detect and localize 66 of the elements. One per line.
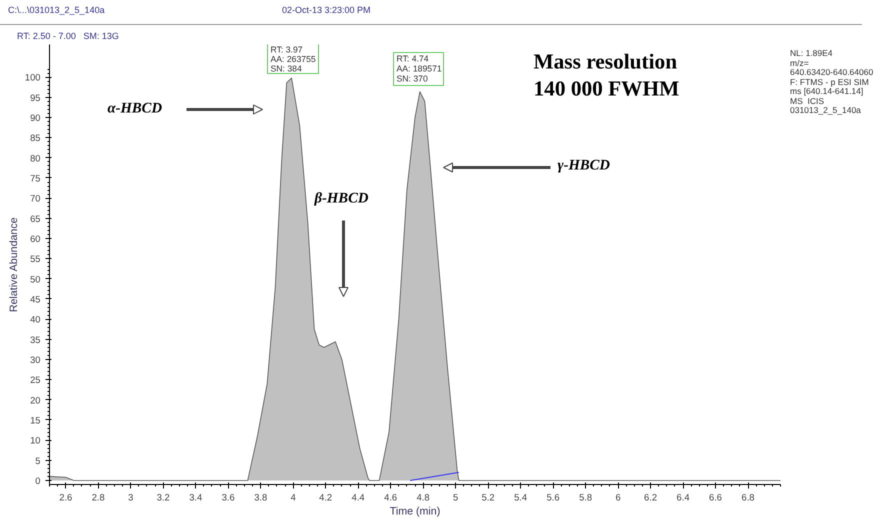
- annotation: 140 000 FWHM: [534, 76, 680, 100]
- text: F: FTMS - p ESI SIM: [790, 76, 869, 87]
- text: NL: 1.89E4: [790, 47, 833, 60]
- y-tick-label: 40: [30, 314, 41, 325]
- x-tick-label: 3: [128, 492, 134, 502]
- x-tick-label: 6: [615, 492, 621, 502]
- y-tick-label: 70: [30, 194, 41, 204]
- y-tick-label: 20: [30, 395, 41, 406]
- x-tick-label: 2.6: [59, 492, 72, 502]
- y-tick-label: 35: [30, 334, 41, 345]
- annotation: AA: 189571: [396, 64, 442, 74]
- y-tick-label: 55: [30, 254, 41, 264]
- y-tick-label: 5: [35, 456, 41, 466]
- y-tick-label: 80: [30, 153, 41, 164]
- y-tick-label: 75: [30, 173, 41, 184]
- annotation: γ-HBCD: [558, 158, 610, 174]
- x-tick-label: 6.4: [676, 492, 690, 502]
- x-tick-label: 4.2: [319, 492, 332, 502]
- annotation: SN: 370: [396, 74, 428, 84]
- x-tick-label: 6.2: [644, 492, 658, 502]
- x-tick-label: 3.4: [189, 492, 202, 502]
- x-tick-label: 3.6: [222, 492, 235, 502]
- y-tick-label: 95: [30, 92, 41, 103]
- annotation: Mass resolution: [534, 50, 678, 74]
- y-tick-label: 100: [24, 72, 41, 83]
- x-tick-label: 5.6: [546, 492, 560, 502]
- x-tick-label: 5.2: [482, 492, 495, 502]
- x-tick-label: 6.6: [709, 492, 722, 502]
- annotation: RT: 3.97: [270, 44, 303, 54]
- x-tick-label: 5: [453, 492, 458, 502]
- y-tick-label: 45: [30, 294, 41, 304]
- x-tick-label: 4.8: [416, 492, 430, 502]
- text: C:\...\031013_2_5_140a: [8, 4, 105, 17]
- annotation: RT: 4.74: [396, 54, 429, 64]
- y-tick-label: 25: [30, 375, 41, 386]
- x-tick-label: 6.8: [742, 492, 754, 502]
- text: ms [640.14-641.14]: [790, 86, 864, 98]
- text: MS ICIS: [790, 96, 824, 107]
- text: RT: 2.50 - 7.00 SM: 13G: [17, 30, 119, 43]
- y-axis-title: Relative Abundance: [8, 217, 20, 312]
- x-tick-label: 4.6: [384, 492, 398, 502]
- annotation: SN: 384: [270, 64, 302, 74]
- annotation: β-HBCD: [314, 190, 369, 206]
- x-tick-label: 5.8: [579, 492, 592, 502]
- x-tick-label: 4.4: [352, 492, 365, 502]
- y-tick-label: 85: [30, 133, 41, 144]
- x-tick-label: 3.8: [254, 492, 268, 502]
- text: 640.63420-640.64060: [790, 66, 874, 78]
- text: 031013_2_5_140a: [790, 104, 861, 116]
- y-tick-label: 60: [30, 234, 41, 244]
- x-tick-label: 2.8: [92, 492, 105, 502]
- y-tick-label: 30: [30, 354, 41, 365]
- annotation: AA: 263755: [270, 54, 316, 64]
- y-tick-label: 15: [30, 415, 41, 426]
- y-tick-label: 10: [30, 436, 41, 446]
- x-tick-label: 5.4: [514, 492, 528, 502]
- x-tick-label: 3.2: [156, 492, 170, 502]
- y-tick-label: 65: [30, 214, 41, 224]
- text: m/z=: [790, 56, 809, 69]
- y-tick-label: 50: [30, 274, 41, 284]
- y-tick-label: 90: [30, 112, 41, 123]
- x-axis-title: Time (min): [390, 506, 440, 518]
- annotation: α-HBCD: [108, 100, 162, 116]
- y-tick-label: 0: [35, 476, 41, 486]
- x-tick-label: 4: [290, 492, 296, 502]
- text: 02-Oct-13 3:23:00 PM: [282, 4, 371, 17]
